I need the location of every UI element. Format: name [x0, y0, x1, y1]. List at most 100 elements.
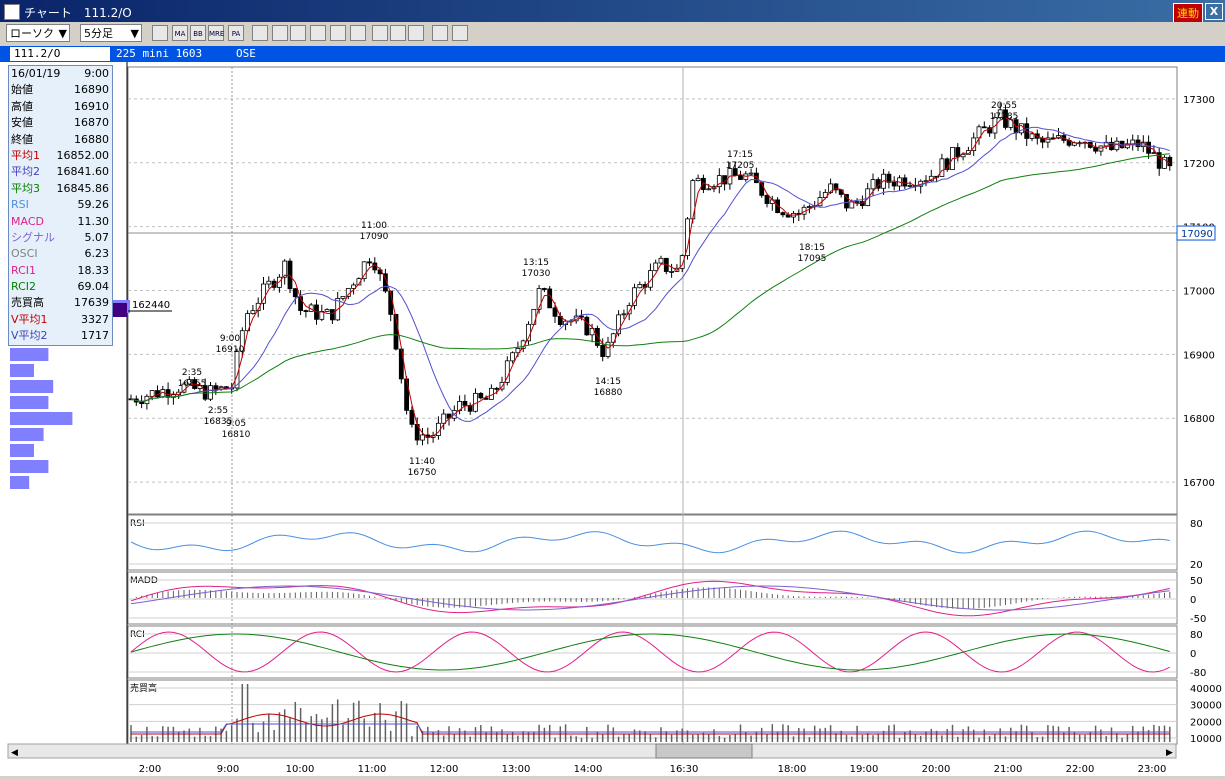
candle-body	[266, 280, 272, 285]
annotation-time: 18:15	[799, 243, 825, 253]
pen-icon[interactable]	[372, 25, 388, 41]
annotation-time: 14:15	[595, 377, 621, 387]
annotation-price: 17285	[990, 112, 1019, 122]
info-label: 安値	[11, 116, 33, 130]
info-row: RSI 59.26	[9, 197, 112, 213]
candle-body	[282, 260, 288, 278]
eraser-icon[interactable]	[408, 25, 424, 41]
volume-profile-bar	[10, 444, 34, 457]
cursor-icon[interactable]	[390, 25, 406, 41]
panel-tick-label: -50	[1190, 614, 1206, 625]
sync-button[interactable]: 連動	[1173, 3, 1203, 23]
chart-area[interactable]: 1730017200171001700016900168001670017090…	[0, 62, 1225, 776]
time-axis-label: 14:00	[574, 764, 603, 775]
info-value: 1717	[81, 329, 109, 343]
fib-icon[interactable]	[452, 25, 468, 41]
candle-body	[716, 175, 722, 188]
candle-body	[632, 287, 637, 306]
candle-body	[1093, 147, 1098, 152]
info-row: シグナル 5.07	[9, 230, 112, 246]
ma-icon[interactable]: MA	[172, 25, 188, 41]
info-row: RCI2 69.04	[9, 279, 112, 295]
candle-body	[695, 177, 701, 182]
info-label: 平均3	[11, 181, 40, 195]
info-label: V平均1	[11, 312, 48, 326]
chart-canvas[interactable]: 1730017200171001700016900168001670017090…	[0, 62, 1225, 776]
interval-select[interactable]: 5分足 ▼	[80, 24, 142, 42]
zoom-icon[interactable]	[310, 25, 326, 41]
candle-body	[298, 296, 304, 311]
panel-tick-label: 50	[1190, 576, 1203, 587]
candle-body	[854, 201, 860, 203]
candle-body	[679, 255, 685, 269]
symbol-code[interactable]: 111.2/O	[10, 47, 110, 61]
price-tick-label: 17000	[1183, 287, 1215, 298]
candle-body	[754, 172, 759, 184]
panel-tick-label: -80	[1190, 668, 1206, 679]
info-row: 終値 16880	[9, 132, 112, 148]
candle-body	[955, 147, 961, 158]
trend-icon[interactable]	[290, 25, 306, 41]
candle-body	[997, 109, 1003, 118]
moving-average-2	[130, 126, 1170, 422]
time-axis-label: 23:00	[1138, 764, 1167, 775]
info-value: 17639	[74, 296, 109, 310]
line-chart-icon[interactable]	[252, 25, 268, 41]
candle-body	[822, 191, 828, 198]
window-titlebar: チャート 111.2/O 連動 X	[0, 0, 1225, 23]
candle-body	[186, 379, 192, 385]
price-tick-label: 16900	[1183, 350, 1215, 361]
settings-icon[interactable]	[432, 25, 448, 41]
candle-body	[653, 262, 659, 272]
crosshair-price-box	[1176, 225, 1216, 241]
candle-body	[324, 309, 330, 312]
horizontal-scrollbar[interactable]	[7, 743, 1177, 759]
info-label: RSI	[11, 198, 29, 212]
panel-frame	[127, 625, 1178, 679]
volume-profile-peak	[110, 303, 127, 317]
panel-frame	[127, 679, 1178, 745]
time-axis-label: 20:00	[922, 764, 951, 775]
candle-body	[987, 127, 992, 134]
candle-body	[1029, 133, 1035, 139]
candle-body	[239, 330, 245, 352]
candle-body	[1130, 139, 1136, 145]
panel-tick-label: 40000	[1190, 684, 1222, 695]
pa-icon[interactable]: PA	[228, 25, 244, 41]
bb-icon[interactable]: BB	[190, 25, 206, 41]
candle-body	[261, 283, 266, 304]
cut-icon[interactable]	[330, 25, 346, 41]
star-icon[interactable]	[272, 25, 288, 41]
scrollbar-thumb[interactable]	[655, 743, 753, 759]
close-button[interactable]: X	[1205, 3, 1223, 20]
candle-body	[531, 308, 537, 325]
time-axis-label: 13:00	[502, 764, 531, 775]
info-row: 平均1 16852.00	[9, 148, 112, 164]
candle-body	[409, 409, 415, 425]
chart-type-value: ローソク	[10, 27, 54, 40]
candle-body	[1156, 152, 1162, 169]
candle-body	[748, 172, 754, 175]
candle-body	[356, 278, 362, 286]
mre-icon[interactable]: MRE	[208, 25, 224, 41]
volume-profile-bar	[10, 396, 49, 409]
signal-line	[130, 585, 1170, 611]
candle-body	[462, 400, 468, 406]
data-window-panel: 16/01/19 9:00 始値 16890 高値 16910 安値 16870 終値 16880…	[8, 65, 113, 346]
chart-type-select[interactable]: ローソク ▼	[6, 24, 70, 42]
candle-body	[292, 288, 298, 298]
link-icon[interactable]	[152, 25, 168, 41]
bars-icon[interactable]	[350, 25, 366, 41]
candle-body	[589, 327, 595, 336]
info-label: シグナル	[11, 230, 55, 244]
candle-body	[828, 183, 833, 193]
time-axis-label: 9:00	[217, 764, 239, 775]
rci2-line	[130, 633, 1170, 671]
candle-body	[467, 405, 473, 412]
symbol-infobar: 111.2/O 225 mini 1603 OSE	[0, 46, 1225, 62]
candle-body	[1034, 133, 1040, 139]
candle-body	[441, 413, 447, 424]
annotation-time: 20:55	[991, 101, 1017, 111]
candle-body	[600, 345, 606, 357]
volume-profile-bar	[10, 364, 34, 377]
